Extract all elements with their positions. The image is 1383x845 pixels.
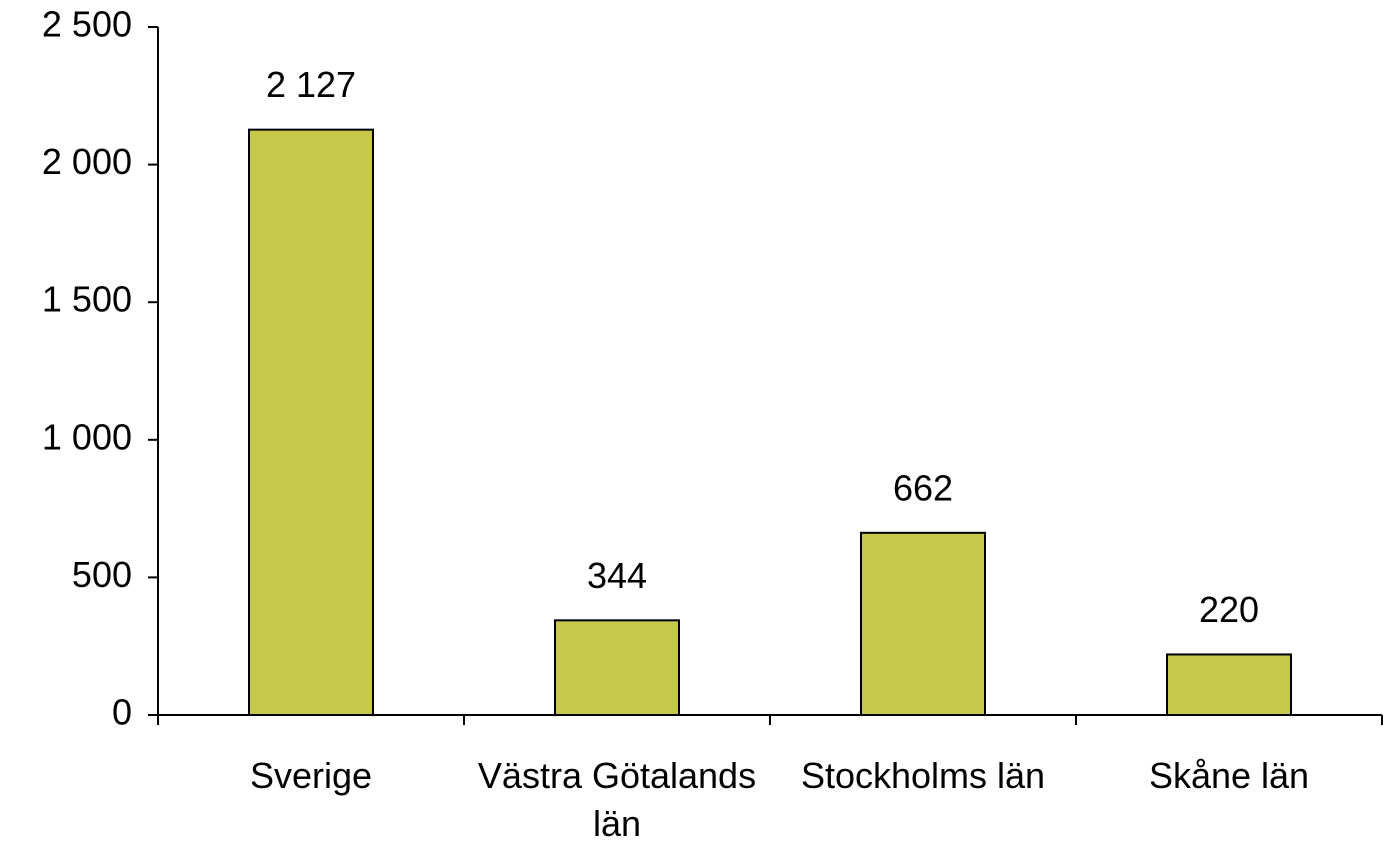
- value-label: 662: [893, 467, 953, 508]
- x-tick-label: Sverige: [249, 755, 373, 796]
- value-label: 2 127: [266, 64, 356, 105]
- y-tick-label: 2 500: [42, 4, 132, 45]
- y-tick-label: 0: [112, 692, 132, 733]
- y-tick-label: 1 500: [42, 279, 132, 320]
- y-tick-label: 1 000: [42, 416, 132, 457]
- y-tick-label: 2 000: [42, 141, 132, 182]
- value-label: 344: [587, 555, 647, 596]
- x-tick-label: Stockholms län: [800, 755, 1046, 796]
- y-tick-label: 500: [72, 554, 132, 595]
- value-label: 220: [1199, 589, 1259, 630]
- bar: [248, 128, 374, 716]
- x-tick-label: Västra Götalands län: [477, 755, 757, 844]
- bar: [860, 531, 986, 717]
- bar: [554, 619, 680, 716]
- bar: [1166, 653, 1292, 716]
- x-tick-label: Skåne län: [1148, 755, 1310, 796]
